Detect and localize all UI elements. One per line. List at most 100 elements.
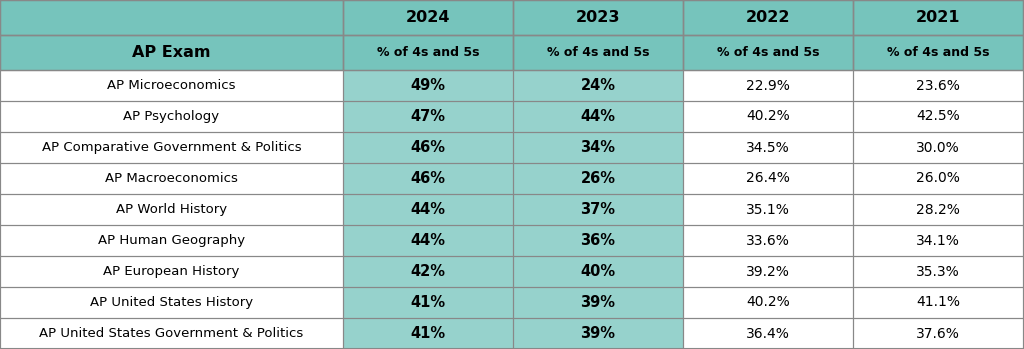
Bar (343, 256, 513, 287)
Text: AP World History: AP World History (116, 203, 227, 216)
Text: 35.1%: 35.1% (746, 202, 790, 216)
Bar (853, 35, 1023, 70)
Bar (513, 0, 683, 35)
Text: 34.1%: 34.1% (916, 233, 959, 247)
Text: AP United States History: AP United States History (90, 296, 253, 309)
Bar (0, 225, 343, 256)
Text: 49%: 49% (411, 78, 445, 93)
Bar (0, 256, 343, 287)
Bar (683, 132, 853, 163)
Text: AP Macroeconomics: AP Macroeconomics (105, 172, 238, 185)
Bar (683, 70, 853, 101)
Bar (0, 101, 343, 132)
Text: 37%: 37% (581, 202, 615, 217)
Bar (853, 256, 1023, 287)
Bar (513, 70, 683, 101)
Bar (0, 35, 343, 70)
Bar (343, 101, 513, 132)
Bar (0, 132, 343, 163)
Text: AP Human Geography: AP Human Geography (98, 234, 245, 247)
Text: 2022: 2022 (745, 10, 791, 25)
Bar (683, 287, 853, 318)
Bar (683, 318, 853, 349)
Bar (0, 70, 343, 101)
Text: 44%: 44% (581, 109, 615, 124)
Text: % of 4s and 5s: % of 4s and 5s (887, 46, 989, 59)
Bar (0, 194, 343, 225)
Text: 28.2%: 28.2% (916, 202, 959, 216)
Bar (683, 225, 853, 256)
Text: 42%: 42% (411, 264, 445, 279)
Bar (853, 163, 1023, 194)
Bar (343, 70, 513, 101)
Bar (513, 35, 683, 70)
Bar (0, 287, 343, 318)
Text: AP United States Government & Politics: AP United States Government & Politics (39, 327, 304, 340)
Text: 24%: 24% (581, 78, 615, 93)
Bar (853, 0, 1023, 35)
Text: 33.6%: 33.6% (746, 233, 790, 247)
Bar (343, 132, 513, 163)
Bar (0, 318, 343, 349)
Bar (683, 194, 853, 225)
Bar (513, 194, 683, 225)
Bar (0, 0, 343, 35)
Text: 26.4%: 26.4% (746, 171, 790, 186)
Text: 22.9%: 22.9% (746, 79, 790, 92)
Bar (683, 0, 853, 35)
Bar (513, 101, 683, 132)
Text: 37.6%: 37.6% (916, 327, 959, 341)
Text: 2023: 2023 (575, 10, 621, 25)
Bar (513, 287, 683, 318)
Text: AP European History: AP European History (103, 265, 240, 278)
Bar (853, 194, 1023, 225)
Bar (513, 256, 683, 287)
Bar (343, 287, 513, 318)
Text: 44%: 44% (411, 202, 445, 217)
Text: 44%: 44% (411, 233, 445, 248)
Text: 42.5%: 42.5% (916, 110, 959, 124)
Text: 39.2%: 39.2% (746, 265, 790, 279)
Text: 41%: 41% (411, 326, 445, 341)
Bar (853, 318, 1023, 349)
Bar (513, 163, 683, 194)
Text: % of 4s and 5s: % of 4s and 5s (717, 46, 819, 59)
Text: AP Microeconomics: AP Microeconomics (108, 79, 236, 92)
Text: 39%: 39% (581, 295, 615, 310)
Bar (853, 70, 1023, 101)
Bar (513, 225, 683, 256)
Text: 40%: 40% (581, 264, 615, 279)
Text: 46%: 46% (411, 140, 445, 155)
Bar (683, 35, 853, 70)
Text: 35.3%: 35.3% (916, 265, 959, 279)
Text: 47%: 47% (411, 109, 445, 124)
Text: 36%: 36% (581, 233, 615, 248)
Text: 26%: 26% (581, 171, 615, 186)
Bar (343, 35, 513, 70)
Text: 23.6%: 23.6% (916, 79, 959, 92)
Text: AP Psychology: AP Psychology (124, 110, 219, 123)
Bar (343, 194, 513, 225)
Bar (853, 287, 1023, 318)
Text: 34.5%: 34.5% (746, 141, 790, 155)
Text: AP Exam: AP Exam (132, 45, 211, 60)
Text: 39%: 39% (581, 326, 615, 341)
Bar (343, 0, 513, 35)
Bar (343, 225, 513, 256)
Text: 46%: 46% (411, 171, 445, 186)
Text: AP Comparative Government & Politics: AP Comparative Government & Politics (42, 141, 301, 154)
Text: 40.2%: 40.2% (746, 110, 790, 124)
Text: % of 4s and 5s: % of 4s and 5s (377, 46, 479, 59)
Text: 40.2%: 40.2% (746, 296, 790, 310)
Text: 34%: 34% (581, 140, 615, 155)
Bar (0, 163, 343, 194)
Bar (343, 318, 513, 349)
Bar (853, 225, 1023, 256)
Bar (343, 163, 513, 194)
Text: % of 4s and 5s: % of 4s and 5s (547, 46, 649, 59)
Text: 2021: 2021 (915, 10, 961, 25)
Text: 41%: 41% (411, 295, 445, 310)
Text: 26.0%: 26.0% (916, 171, 959, 186)
Bar (683, 163, 853, 194)
Bar (513, 132, 683, 163)
